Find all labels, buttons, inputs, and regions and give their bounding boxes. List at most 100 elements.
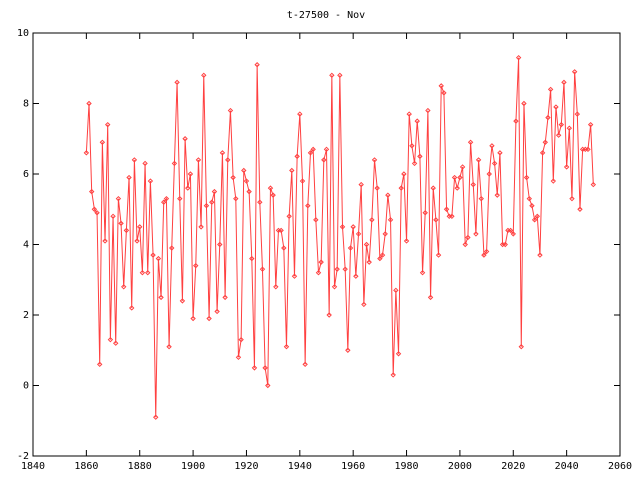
data-point [542,139,548,145]
data-point [275,227,282,234]
data-point [515,54,522,61]
y-tick-label: 2 [23,310,29,321]
x-tick-label: 1900 [181,461,205,472]
data-point [443,206,450,212]
data-point [358,181,364,188]
data-point [350,224,356,230]
data-point [414,118,420,124]
data-point [342,266,348,272]
data-point [571,69,578,75]
data-point [289,167,295,174]
data-point [251,365,258,371]
data-point [123,227,130,234]
data-point [113,340,119,346]
data-point [179,298,186,304]
data-point [193,262,199,269]
data-point [550,178,557,184]
data-point [547,86,554,93]
data-point [345,347,351,353]
data-point [230,174,236,181]
data-point [302,361,308,368]
data-point [88,188,95,195]
data-point [246,188,252,195]
data-point [297,111,303,117]
data-point [337,72,343,79]
data-point [209,199,215,205]
data-point [147,178,154,184]
data-point [206,315,212,322]
data-point [539,150,546,156]
data-point [86,100,92,107]
data-point [99,139,106,145]
data-point [411,160,418,167]
data-point [355,231,362,237]
data-point [382,231,388,237]
data-point [321,157,327,163]
data-point [569,195,575,202]
data-point [574,111,581,117]
data-point [329,72,335,79]
data-point [502,241,508,248]
x-tick-label: 1880 [128,461,152,472]
y-tick-label: 10 [17,28,29,39]
data-point [475,157,482,163]
y-tick-label: 0 [23,381,29,392]
data-point [115,195,122,202]
data-point [262,365,268,371]
data-point [294,153,300,160]
data-point [406,111,412,117]
x-tick-label: 1940 [288,461,312,472]
data-point [171,160,178,167]
data-point [435,252,442,258]
data-point [153,414,159,420]
data-point [387,217,394,223]
y-tick-label: 4 [23,240,29,251]
data-point [451,174,458,181]
data-point [150,252,156,258]
data-point [531,217,538,223]
x-tick-label: 1860 [74,461,98,472]
data-point [323,146,330,153]
data-point [134,238,140,244]
data-point [507,227,514,234]
data-point [473,231,479,237]
data-point [339,224,346,230]
data-point [385,192,391,198]
data-point [161,199,167,205]
data-point [529,203,535,209]
data-point [126,174,132,181]
data-point [259,266,266,272]
data-point [94,210,100,216]
data-point [470,181,476,188]
data-point [177,195,183,202]
x-tick-label: 2040 [555,461,579,472]
data-point [403,238,410,244]
data-point [425,107,431,114]
data-point [545,114,551,121]
data-point [585,146,591,153]
data-point [214,308,220,315]
data-point [419,269,426,276]
data-point [198,224,204,230]
data-point [238,336,244,343]
data-point [139,269,146,276]
data-point [462,241,468,248]
data-point [110,213,116,220]
data-point [590,181,597,188]
data-point [374,185,380,191]
data-point [478,195,484,202]
data-point [217,241,223,248]
data-point [510,231,516,237]
data-point [433,217,439,223]
data-point [163,195,170,202]
data-point [83,150,90,156]
data-point [265,382,271,389]
x-tick-label: 1920 [234,461,258,472]
y-tick-label: -2 [17,451,29,462]
data-point [142,160,148,167]
data-point [283,344,290,350]
data-point [318,259,324,265]
data-point [518,344,524,350]
data-point [491,160,498,167]
data-point [267,185,274,191]
